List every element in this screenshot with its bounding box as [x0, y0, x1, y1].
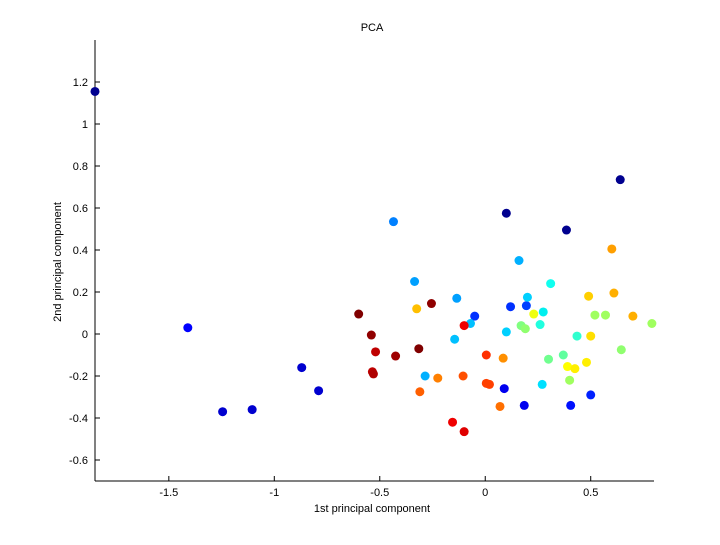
data-point: [481, 350, 491, 360]
data-point: [218, 407, 228, 417]
x-tick-label: 0: [482, 487, 488, 499]
data-point: [501, 327, 511, 337]
data-point: [314, 386, 324, 396]
data-point: [586, 331, 596, 341]
y-tick-label: -0.4: [69, 413, 88, 425]
data-point: [368, 369, 378, 379]
data-point: [484, 379, 494, 389]
y-tick-label: 0.8: [73, 161, 88, 173]
data-point: [544, 354, 554, 364]
data-point: [366, 330, 376, 340]
data-point: [570, 364, 580, 374]
data-point: [90, 86, 100, 96]
data-point: [450, 334, 460, 344]
data-point: [297, 363, 307, 373]
data-point: [572, 331, 582, 341]
data-points: [90, 86, 657, 437]
data-point: [426, 299, 436, 309]
data-point: [581, 357, 591, 367]
y-tick-label: 0.6: [73, 203, 88, 215]
data-point: [506, 302, 516, 312]
data-point: [609, 288, 619, 298]
data-point: [537, 379, 547, 389]
chart-title: PCA: [361, 22, 384, 34]
data-point: [615, 175, 625, 185]
y-tick-label: -0.2: [69, 371, 88, 383]
data-point: [495, 401, 505, 411]
data-point: [521, 301, 531, 311]
data-point: [415, 387, 425, 397]
data-point: [514, 256, 524, 265]
y-axis-label: 2nd principal component: [52, 202, 64, 322]
y-tick-label: 0.4: [73, 245, 88, 257]
data-point: [420, 371, 430, 381]
data-point: [607, 244, 617, 254]
data-point: [499, 384, 509, 394]
data-point: [433, 373, 443, 383]
data-point: [565, 375, 575, 385]
data-point: [414, 344, 424, 354]
data-point: [628, 311, 638, 321]
x-axis-ticks: -1.5 -1 -0.5 0 0.5: [159, 476, 598, 499]
data-point: [391, 351, 401, 361]
data-point: [388, 217, 398, 227]
data-point: [566, 400, 576, 410]
data-point: [558, 350, 568, 360]
data-point: [563, 362, 573, 372]
data-point: [458, 371, 468, 381]
data-point: [529, 309, 539, 319]
data-point: [535, 320, 545, 330]
x-tick-label: -1: [269, 487, 279, 499]
data-point: [371, 347, 381, 357]
data-point: [616, 345, 626, 355]
data-point: [459, 427, 469, 437]
data-point: [459, 321, 469, 331]
data-point: [247, 405, 257, 415]
data-point: [522, 292, 532, 302]
data-point: [448, 417, 458, 427]
data-point: [584, 291, 594, 301]
data-point: [410, 277, 420, 286]
y-tick-label: 0.2: [73, 287, 88, 299]
data-point: [546, 279, 556, 289]
y-tick-label: 1.2: [73, 77, 88, 89]
y-axis-ticks: -0.6 -0.4 -0.2 0 0.2 0.4 0.6 0.8 1 1.2: [69, 77, 100, 467]
x-tick-label: -1.5: [159, 487, 178, 499]
y-tick-label: 0: [82, 329, 88, 341]
y-tick-label: 1: [82, 119, 88, 131]
x-axis-label: 1st principal component: [314, 503, 430, 515]
data-point: [470, 311, 480, 321]
data-point: [538, 307, 548, 317]
data-point: [452, 293, 462, 303]
data-point: [354, 309, 364, 319]
data-point: [590, 310, 600, 320]
data-point: [586, 390, 596, 400]
y-tick-label: -0.6: [69, 455, 88, 467]
x-tick-label: 0.5: [583, 487, 598, 499]
data-point: [600, 310, 610, 320]
x-tick-label: -0.5: [370, 487, 389, 499]
data-point: [520, 324, 530, 334]
data-point: [183, 323, 193, 333]
data-point: [561, 225, 571, 235]
data-point: [498, 353, 508, 363]
data-point: [647, 319, 657, 328]
data-point: [412, 304, 422, 314]
data-point: [501, 208, 511, 218]
data-point: [519, 400, 529, 410]
